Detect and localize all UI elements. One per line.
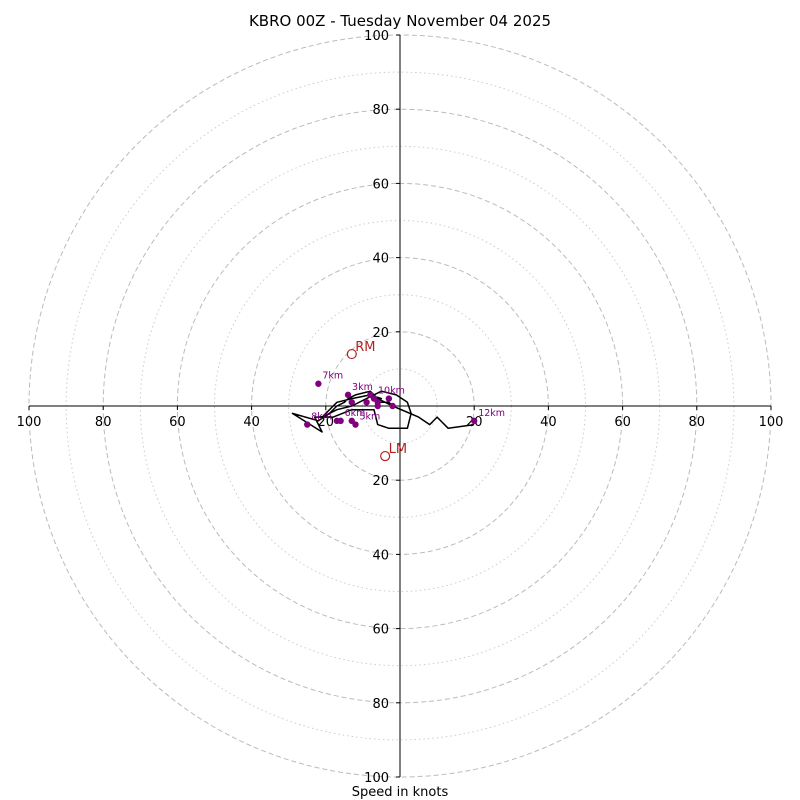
height-marker: [344, 391, 352, 399]
storm-motion-marker-lm: [380, 450, 391, 462]
hodograph-trace-group: [291, 390, 475, 433]
y-tick-label: 80: [372, 103, 389, 118]
y-tick-label: 20: [372, 326, 389, 341]
chart-title: KBRO 00Z - Tuesday November 04 2025: [249, 12, 551, 30]
height-marker: [352, 421, 359, 428]
y-tick-label: 80: [372, 697, 389, 712]
height-marker-label: 12km: [478, 408, 505, 419]
storm-motion-label-lm: LM: [389, 442, 407, 457]
y-tick-label: 40: [372, 548, 389, 563]
height-marker-label: 3km: [352, 382, 373, 393]
tick-labels: 1008060402020406080100100806040202040608…: [17, 29, 784, 786]
y-tick-label: 40: [372, 252, 389, 267]
y-tick-label: 60: [372, 177, 389, 192]
height-marker: [337, 417, 344, 425]
height-marker-label: 6km: [345, 408, 366, 419]
height-marker: [315, 380, 322, 387]
x-tick-label: 100: [759, 415, 784, 430]
height-marker: [471, 417, 478, 425]
hodograph-trace: [291, 390, 475, 433]
height-marker-label: 5km: [359, 412, 380, 423]
height-marker: [348, 399, 355, 406]
y-tick-label: 60: [372, 623, 389, 638]
x-tick-label: 40: [540, 415, 557, 430]
height-marker: [370, 395, 378, 402]
storm-motion-marker-rm: [346, 348, 357, 360]
height-marker: [363, 399, 370, 406]
storm-motion-label-rm: RM: [355, 340, 375, 355]
height-marker: [385, 395, 393, 402]
height-marker-label: 7km: [322, 371, 343, 382]
storm-motion-markers: RM LM: [346, 340, 407, 462]
x-tick-label: 60: [169, 415, 186, 430]
x-tick-label: 40: [243, 415, 260, 430]
height-marker-label: 10km: [378, 386, 405, 397]
x-tick-label: 100: [17, 415, 42, 430]
height-marker: [374, 402, 381, 410]
x-axis-label: Speed in knots: [352, 785, 449, 800]
y-tick-label: 100: [364, 771, 389, 786]
x-tick-label: 80: [95, 415, 112, 430]
axes: [29, 35, 771, 777]
x-tick-label: 80: [689, 415, 706, 430]
y-tick-label: 100: [364, 29, 389, 44]
x-tick-label: 60: [614, 415, 631, 430]
y-tick-label: 20: [372, 474, 389, 489]
height-marker: [389, 402, 396, 410]
height-marker: [304, 421, 311, 428]
height-marker-label: 8km: [311, 412, 332, 423]
